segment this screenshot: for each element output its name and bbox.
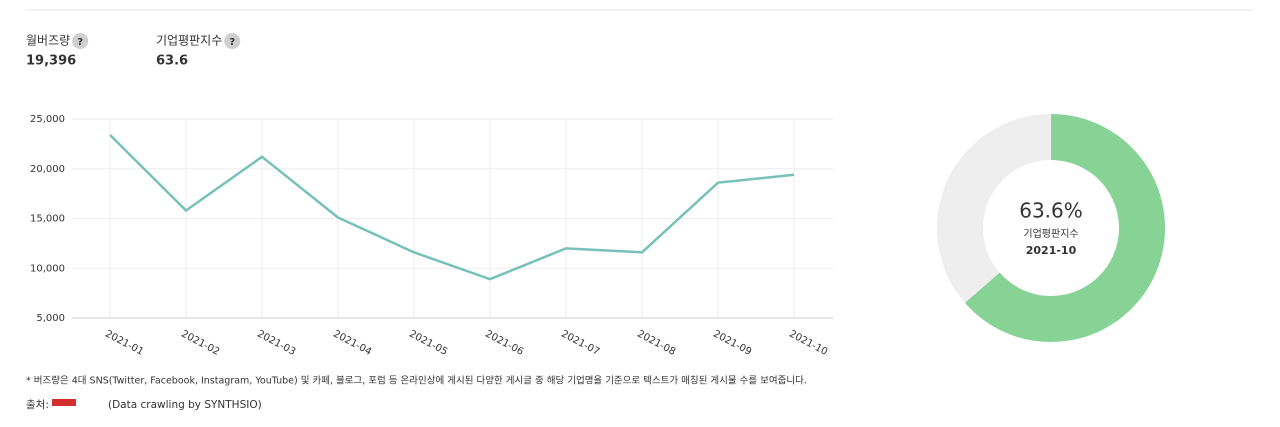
help-icon (224, 33, 241, 49)
x-tick-label: 2021-07 (559, 329, 601, 358)
source-text: (Data crawling by SYNTHSIO) (108, 399, 262, 411)
stat-label: 기업평판지수 (156, 34, 222, 48)
y-tick-label: 25,000 (30, 114, 65, 125)
donut-value-label: 63.6% (1019, 199, 1083, 223)
footnote: * 버즈량은 4대 SNS(Twitter, Facebook, Instagr… (26, 375, 807, 387)
help-icon-text: ? (77, 37, 83, 48)
help-icon (72, 33, 89, 49)
x-tick-label: 2021-10 (787, 329, 829, 358)
help-icon-text: ? (229, 37, 235, 48)
x-tick-label: 2021-03 (255, 329, 297, 358)
x-tick-label: 2021-06 (483, 329, 525, 358)
y-tick-label: 5,000 (36, 313, 65, 324)
source-label: 출처: (26, 399, 49, 411)
y-tick-label: 15,000 (30, 214, 65, 225)
x-tick-label: 2021-09 (711, 329, 753, 358)
source-logo (52, 399, 76, 406)
y-tick-label: 20,000 (30, 164, 65, 175)
donut-center-date: 2021-10 (1026, 244, 1077, 257)
x-tick-label: 2021-04 (331, 329, 373, 358)
x-tick-label: 2021-01 (103, 329, 145, 358)
stat-label: 월버즈량 (26, 34, 70, 48)
stat-value: 63.6 (156, 54, 188, 69)
donut-center-label: 기업평판지수 (1023, 227, 1078, 240)
y-tick-label: 10,000 (30, 263, 65, 274)
donut-arc (965, 114, 1165, 342)
line (109, 134, 795, 281)
stat-value: 19,396 (26, 54, 76, 69)
x-tick-label: 2021-05 (407, 329, 449, 358)
x-tick-label: 2021-08 (635, 329, 677, 358)
x-tick-label: 2021-02 (179, 329, 221, 358)
